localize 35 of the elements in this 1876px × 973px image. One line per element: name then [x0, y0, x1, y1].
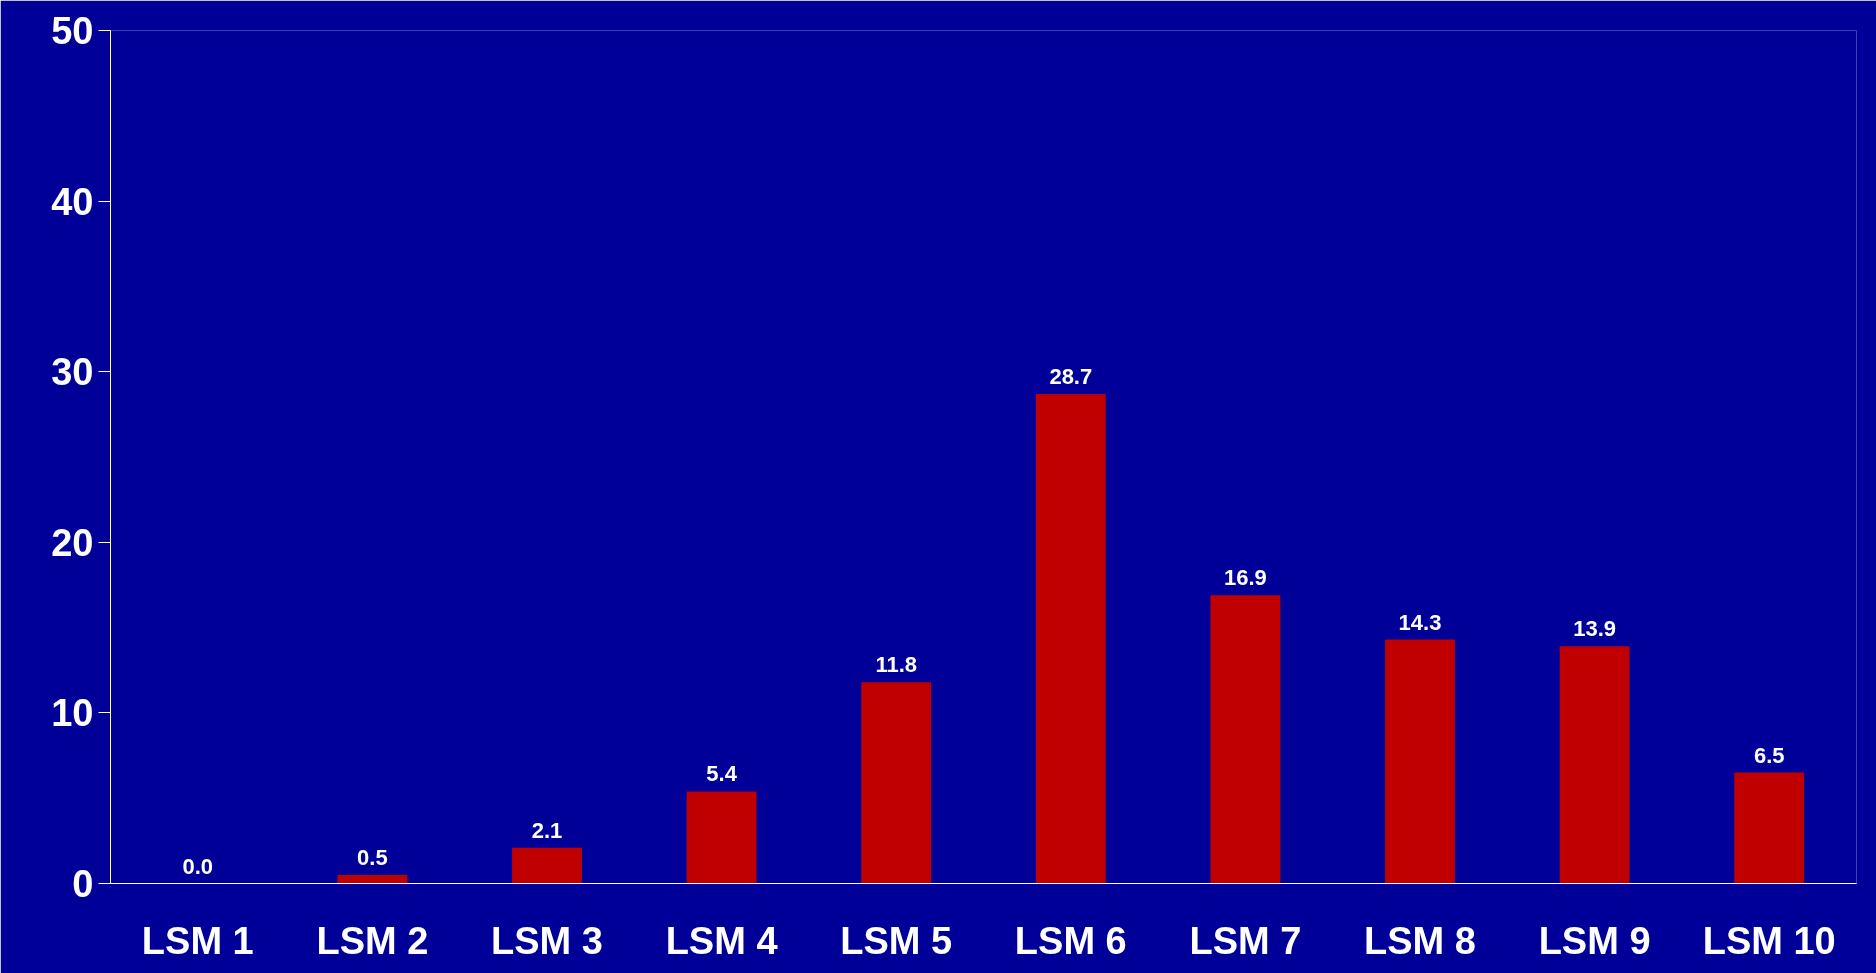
x-tick-label: LSM 1: [141, 919, 254, 962]
data-label: 0.5: [357, 844, 388, 870]
bar: [1035, 393, 1106, 884]
x-tick-label: LSM 10: [1702, 919, 1836, 962]
y-tick-label: 30: [51, 351, 94, 394]
data-label: 28.7: [1049, 363, 1093, 389]
bar: [861, 682, 932, 884]
data-label: 11.8: [875, 652, 918, 678]
bar: [337, 874, 408, 884]
x-tick-label: LSM 9: [1538, 919, 1651, 962]
x-tick-label: LSM 6: [1014, 919, 1127, 962]
x-tick-label: LSM 8: [1364, 919, 1476, 962]
data-label: 14.3: [1398, 609, 1442, 635]
data-label: 5.4: [706, 761, 738, 787]
data-label: 2.1: [531, 817, 563, 843]
bar: [1210, 595, 1281, 884]
y-tick-label: 20: [51, 521, 94, 564]
data-label: 0.0: [182, 853, 214, 879]
x-tick-label: LSM 5: [840, 919, 953, 962]
data-label: 13.9: [1573, 616, 1617, 642]
y-tick-label: 0: [72, 863, 94, 905]
y-tick-label: 50: [51, 10, 94, 52]
x-tick-label: LSM 2: [316, 919, 429, 962]
bar: [1734, 772, 1805, 884]
bar: [1559, 646, 1630, 884]
x-tick-label: LSM 4: [665, 919, 778, 962]
data-label: 16.9: [1223, 565, 1267, 591]
y-tick-label: 40: [51, 180, 94, 223]
bar: [1385, 639, 1455, 884]
data-label: 6.5: [1753, 742, 1785, 768]
x-tick-label: LSM 7: [1189, 919, 1302, 962]
bar: [686, 791, 757, 884]
x-tick-label: LSM 3: [491, 919, 603, 962]
y-tick-label: 10: [51, 692, 94, 735]
bar: [512, 847, 582, 884]
